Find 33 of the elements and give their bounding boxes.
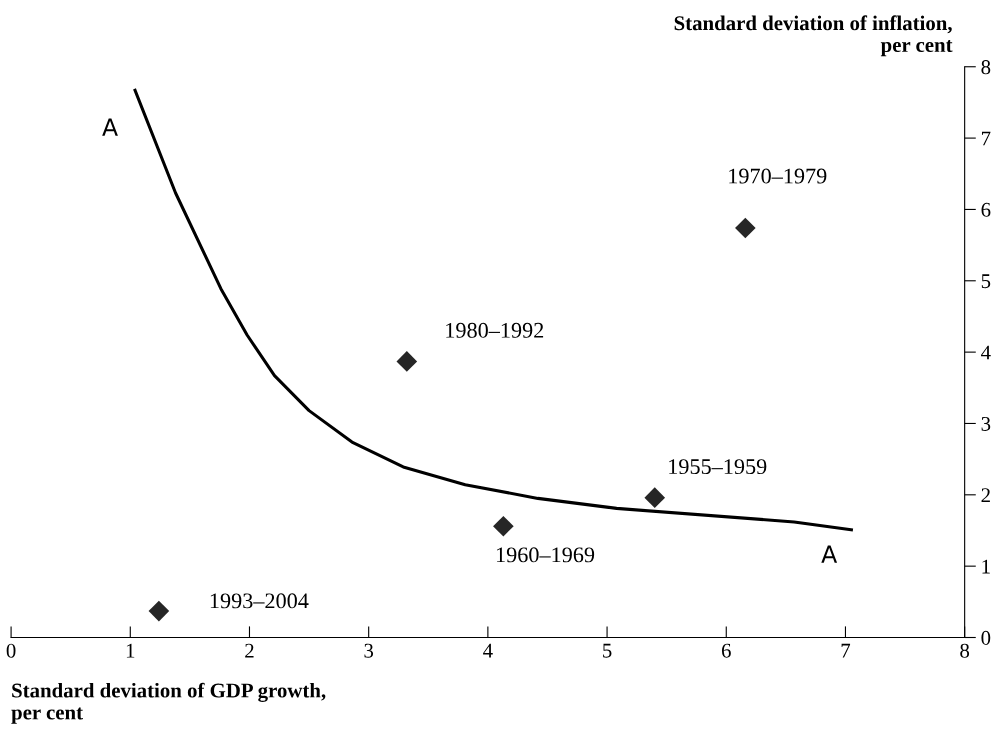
point	[735, 217, 756, 239]
annotation: 1955–1959	[669, 459, 767, 475]
x-tick-label: 2	[245, 643, 254, 658]
y-tick-label: 3	[981, 416, 991, 431]
annotation: A	[102, 118, 118, 136]
y-tick-label: 0	[981, 630, 991, 645]
x-axis-title: Standard deviation of GDP growth, per cent	[11, 682, 326, 724]
y-tick-label: 1	[982, 559, 990, 574]
y-tick-label: 6	[981, 202, 991, 217]
point	[493, 515, 514, 537]
annotation: 1993–2004	[210, 593, 309, 609]
x-tick-label: 4	[483, 643, 493, 658]
x-tick-label: 5	[603, 643, 612, 658]
y-tick-label: 2	[981, 488, 990, 503]
y-axis-title: Standard deviation of inflation, per cent	[674, 15, 953, 57]
line-series	[133, 88, 853, 532]
x-tick-label: 1	[126, 643, 135, 658]
point	[396, 351, 418, 372]
point	[644, 487, 666, 508]
annotation: 1960–1969	[496, 547, 595, 563]
x-tick-label: 3	[364, 643, 374, 658]
annotation: A	[821, 545, 838, 563]
y-tick-label: 4	[981, 345, 991, 360]
point	[148, 600, 170, 622]
x-tick-label: 6	[721, 643, 731, 658]
y-tick-label: 7	[982, 131, 991, 146]
x-tick-label: 8	[960, 643, 970, 658]
y-tick-label: 5	[981, 274, 991, 289]
y-tick-label: 8	[981, 60, 991, 75]
annotation: 1970–1979	[729, 168, 827, 184]
x-tick-label: 7	[841, 643, 851, 658]
annotation: 1980–1992	[446, 322, 544, 338]
x-tick-label: 0	[6, 643, 16, 658]
